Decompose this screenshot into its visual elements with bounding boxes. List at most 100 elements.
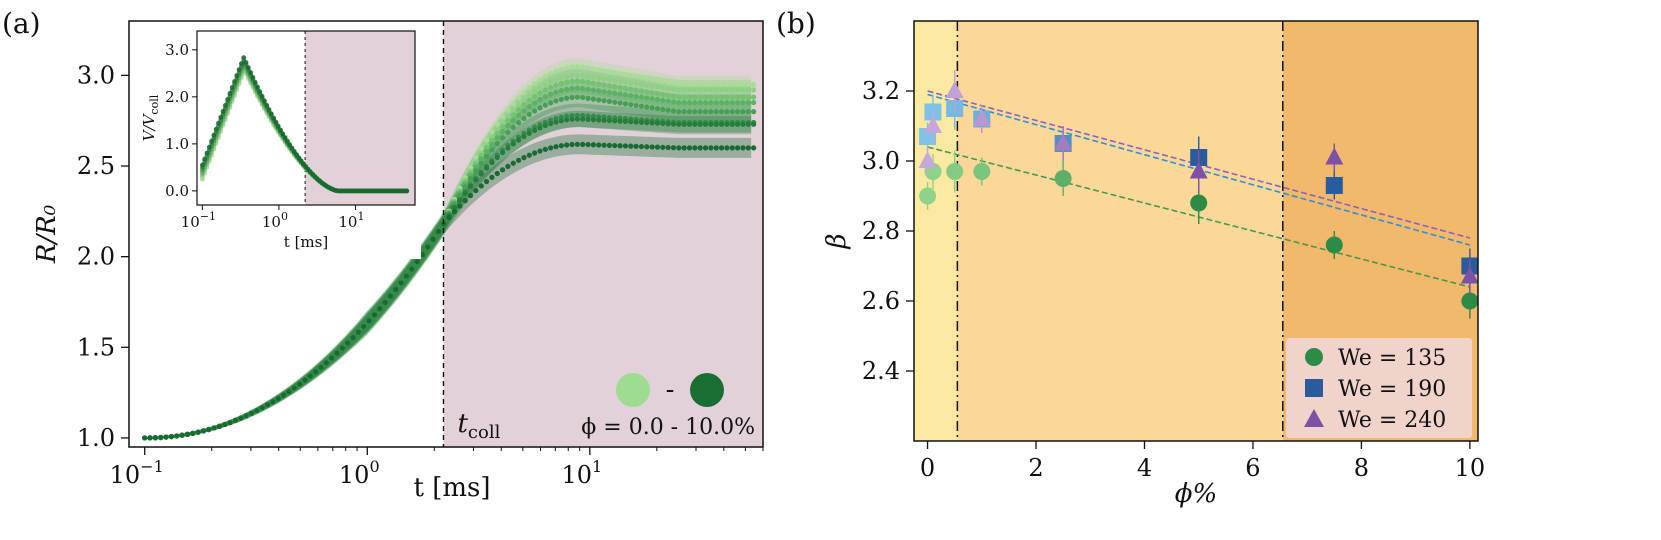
radius-point xyxy=(585,95,591,101)
radius-point xyxy=(227,419,233,426)
point-we135 xyxy=(919,187,937,205)
radius-point xyxy=(232,417,239,423)
radius-point xyxy=(670,145,677,151)
radius-point xyxy=(243,413,249,419)
inset-point xyxy=(278,127,283,133)
radius-point xyxy=(585,65,591,71)
radius-point xyxy=(521,108,527,114)
point-we135 xyxy=(946,163,964,180)
radius-point xyxy=(718,145,725,151)
radius-point xyxy=(649,144,655,150)
radius-point xyxy=(676,94,682,100)
radius-point xyxy=(670,93,677,99)
radius-point xyxy=(184,431,191,437)
radius-point xyxy=(542,87,548,93)
radius-point xyxy=(606,69,613,75)
radius-point xyxy=(751,81,757,88)
radius-point xyxy=(660,106,666,112)
radius-point xyxy=(532,150,538,156)
point-we240 xyxy=(945,81,964,98)
radius-point xyxy=(414,259,420,265)
radius-point xyxy=(745,99,751,106)
radius-point xyxy=(569,64,575,70)
radius-point xyxy=(692,121,698,127)
radius-point xyxy=(751,145,757,151)
radius-point xyxy=(510,117,516,123)
radius-point xyxy=(686,94,693,100)
b-y-tick-label-3: 3.0 xyxy=(862,147,900,175)
phi-range-label: ϕ = 0.0 - 10.0% xyxy=(581,415,755,440)
radius-point xyxy=(617,143,623,149)
inset-point xyxy=(206,144,212,150)
radius-point xyxy=(665,92,671,99)
radius-point xyxy=(564,95,570,101)
panel-a-xlabel: t [ms] xyxy=(414,473,491,503)
radius-point xyxy=(558,87,564,94)
radius-point xyxy=(660,120,666,127)
radius-point xyxy=(724,145,730,151)
radius-point xyxy=(403,273,410,279)
inset-point xyxy=(257,89,263,95)
radius-point xyxy=(542,82,548,88)
y-tick-label-3: 2.5 xyxy=(77,152,115,180)
radius-point xyxy=(516,157,522,163)
b-x-tick-label-3: 6 xyxy=(1245,454,1260,482)
radius-point xyxy=(638,81,645,88)
radius-point xyxy=(574,141,580,147)
radius-point xyxy=(510,101,516,107)
radius-point xyxy=(398,280,404,286)
panel-a-letter: (a) xyxy=(2,7,41,40)
radius-point xyxy=(702,121,709,127)
radius-point xyxy=(489,141,495,148)
radius-point xyxy=(569,141,575,148)
point-we240 xyxy=(1325,147,1344,165)
radius-point xyxy=(574,112,580,118)
radius-point xyxy=(724,121,730,127)
radius-point xyxy=(190,430,196,436)
radius-point xyxy=(478,156,484,162)
radius-point xyxy=(638,143,645,150)
radius-point xyxy=(478,183,484,189)
radius-point xyxy=(580,78,586,84)
y-tick-label-0: 1.0 xyxy=(77,424,115,452)
b-y-tick-label-2: 2.8 xyxy=(862,217,900,245)
inset-point xyxy=(284,138,290,144)
radius-point xyxy=(526,85,532,91)
radius-point xyxy=(740,121,746,127)
radius-point xyxy=(622,92,629,98)
radius-point xyxy=(521,155,527,161)
inset-point xyxy=(255,84,260,90)
radius-point xyxy=(708,121,714,127)
inset-xlabel: t [ms] xyxy=(284,233,328,251)
radius-point xyxy=(702,94,709,100)
radius-point xyxy=(649,105,655,111)
radius-point xyxy=(553,119,559,125)
radius-point xyxy=(291,385,297,391)
inset-point xyxy=(200,162,205,168)
radius-point xyxy=(606,89,613,96)
radius-point xyxy=(313,369,319,375)
inset-y-tick-label-0: 0.0 xyxy=(165,182,189,200)
radius-point xyxy=(564,113,570,119)
radius-point xyxy=(361,323,367,330)
radius-point xyxy=(718,94,725,100)
radius-point xyxy=(692,99,698,106)
radius-point xyxy=(569,116,575,122)
radius-point xyxy=(510,160,516,166)
radius-point xyxy=(553,82,559,88)
radius-point xyxy=(596,97,602,103)
radius-point xyxy=(686,81,693,88)
radius-point xyxy=(499,114,506,120)
radius-point xyxy=(665,121,671,127)
radius-point xyxy=(740,81,746,88)
radius-point xyxy=(692,87,698,93)
inset-point xyxy=(261,98,267,104)
radius-point xyxy=(606,98,613,105)
radius-point xyxy=(686,99,693,106)
b-x-tick-label-4: 8 xyxy=(1354,454,1369,482)
inset-point xyxy=(232,79,237,84)
radius-point xyxy=(505,145,511,151)
radius-point xyxy=(483,165,490,171)
radius-point xyxy=(569,73,575,79)
radius-point xyxy=(580,94,586,101)
